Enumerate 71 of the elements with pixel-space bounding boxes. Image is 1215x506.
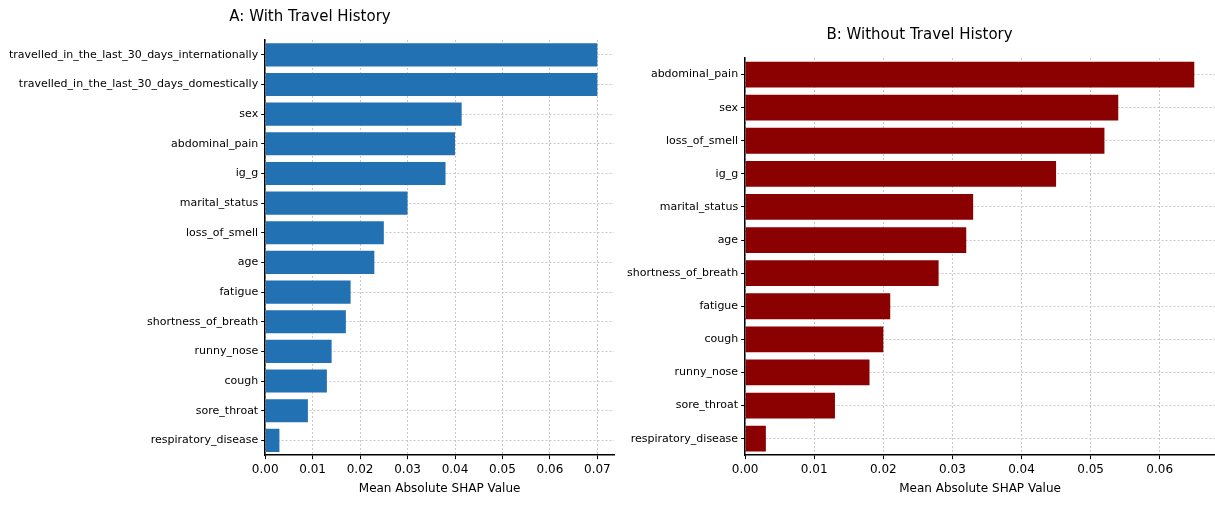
- y-tick-label: abdominal_pain: [650, 67, 739, 81]
- bar: [745, 392, 835, 419]
- x-tick-label: 0.02: [869, 461, 897, 476]
- bar: [265, 161, 446, 186]
- x-tick-label: 0.04: [441, 461, 469, 476]
- x-tick-label: 0.01: [800, 461, 828, 476]
- x-tick-label: 0.02: [346, 461, 374, 476]
- bar: [745, 94, 1119, 121]
- y-tick-label: runny_nose: [674, 365, 739, 379]
- y-tick-label: shortness_of_breath: [626, 266, 739, 280]
- x-tick-label: 0.05: [1077, 461, 1104, 476]
- bar: [265, 428, 280, 452]
- y-tick-label: sex: [239, 107, 259, 120]
- bar: [265, 310, 346, 334]
- y-tick-label: cough: [704, 332, 739, 346]
- x-tick-label: 0.05: [489, 461, 516, 476]
- y-tick-label: travelled_in_the_last_30_days_internationally: [8, 47, 259, 61]
- bar: [745, 61, 1195, 88]
- y-tick-label: age: [237, 255, 259, 269]
- x-tick-label: 0.06: [536, 461, 564, 476]
- bar: [745, 260, 939, 287]
- bar: [265, 191, 408, 215]
- bar: [745, 127, 1105, 154]
- y-tick-label: runny_nose: [194, 344, 259, 358]
- x-tick-label: 0.04: [1008, 461, 1035, 476]
- bar: [265, 250, 375, 274]
- chart-title: B: Without Travel History: [826, 24, 1013, 43]
- y-tick-label: abdominal_pain: [170, 136, 259, 150]
- bar: [265, 280, 351, 304]
- y-tick-label: sore_throat: [195, 403, 259, 417]
- y-tick-label: loss_of_smell: [185, 225, 259, 239]
- x-axis-title: Mean Absolute SHAP Value: [358, 480, 521, 495]
- y-tick-label: ig_g: [235, 166, 259, 180]
- x-tick-label: 0.01: [299, 461, 326, 476]
- bar: [265, 102, 462, 126]
- bar: [265, 369, 327, 393]
- bar: [265, 339, 332, 363]
- x-axis-title: Mean Absolute SHAP Value: [899, 480, 1061, 495]
- bar: [745, 293, 891, 320]
- bar: [745, 227, 967, 253]
- bar: [745, 326, 884, 353]
- y-tick-label: cough: [224, 373, 259, 387]
- y-tick-label: respiratory_disease: [630, 431, 739, 445]
- bar: [265, 72, 598, 97]
- x-tick-label: 0.00: [731, 461, 759, 476]
- y-tick-label: fatigue: [219, 284, 259, 298]
- y-tick-label: shortness_of_breath: [147, 314, 259, 328]
- bar: [265, 132, 456, 156]
- bar: [745, 160, 1057, 187]
- x-tick-label: 0.00: [251, 461, 279, 476]
- y-tick-label: fatigue: [699, 299, 739, 313]
- x-tick-label: 0.03: [939, 461, 966, 476]
- y-tick-label: respiratory_disease: [150, 433, 259, 447]
- y-tick-label: travelled_in_the_last_30_days_domestically: [18, 77, 259, 91]
- x-tick-label: 0.03: [394, 461, 421, 476]
- bar: [745, 194, 974, 220]
- x-tick-label: 0.07: [584, 461, 611, 476]
- y-tick-label: loss_of_smell: [665, 133, 739, 147]
- bar: [265, 399, 308, 423]
- x-tick-label: 0.06: [1146, 461, 1174, 476]
- y-tick-label: ig_g: [715, 166, 739, 180]
- y-tick-label: age: [717, 232, 739, 246]
- bar: [745, 359, 870, 386]
- y-tick-label: sore_throat: [675, 398, 739, 412]
- chart-title: A: With Travel History: [229, 6, 391, 25]
- bar: [745, 425, 766, 452]
- bar: [265, 221, 384, 245]
- y-tick-label: sex: [719, 100, 739, 114]
- y-tick-label: marital_status: [179, 195, 259, 209]
- y-tick-label: marital_status: [659, 199, 739, 213]
- bar: [265, 43, 598, 67]
